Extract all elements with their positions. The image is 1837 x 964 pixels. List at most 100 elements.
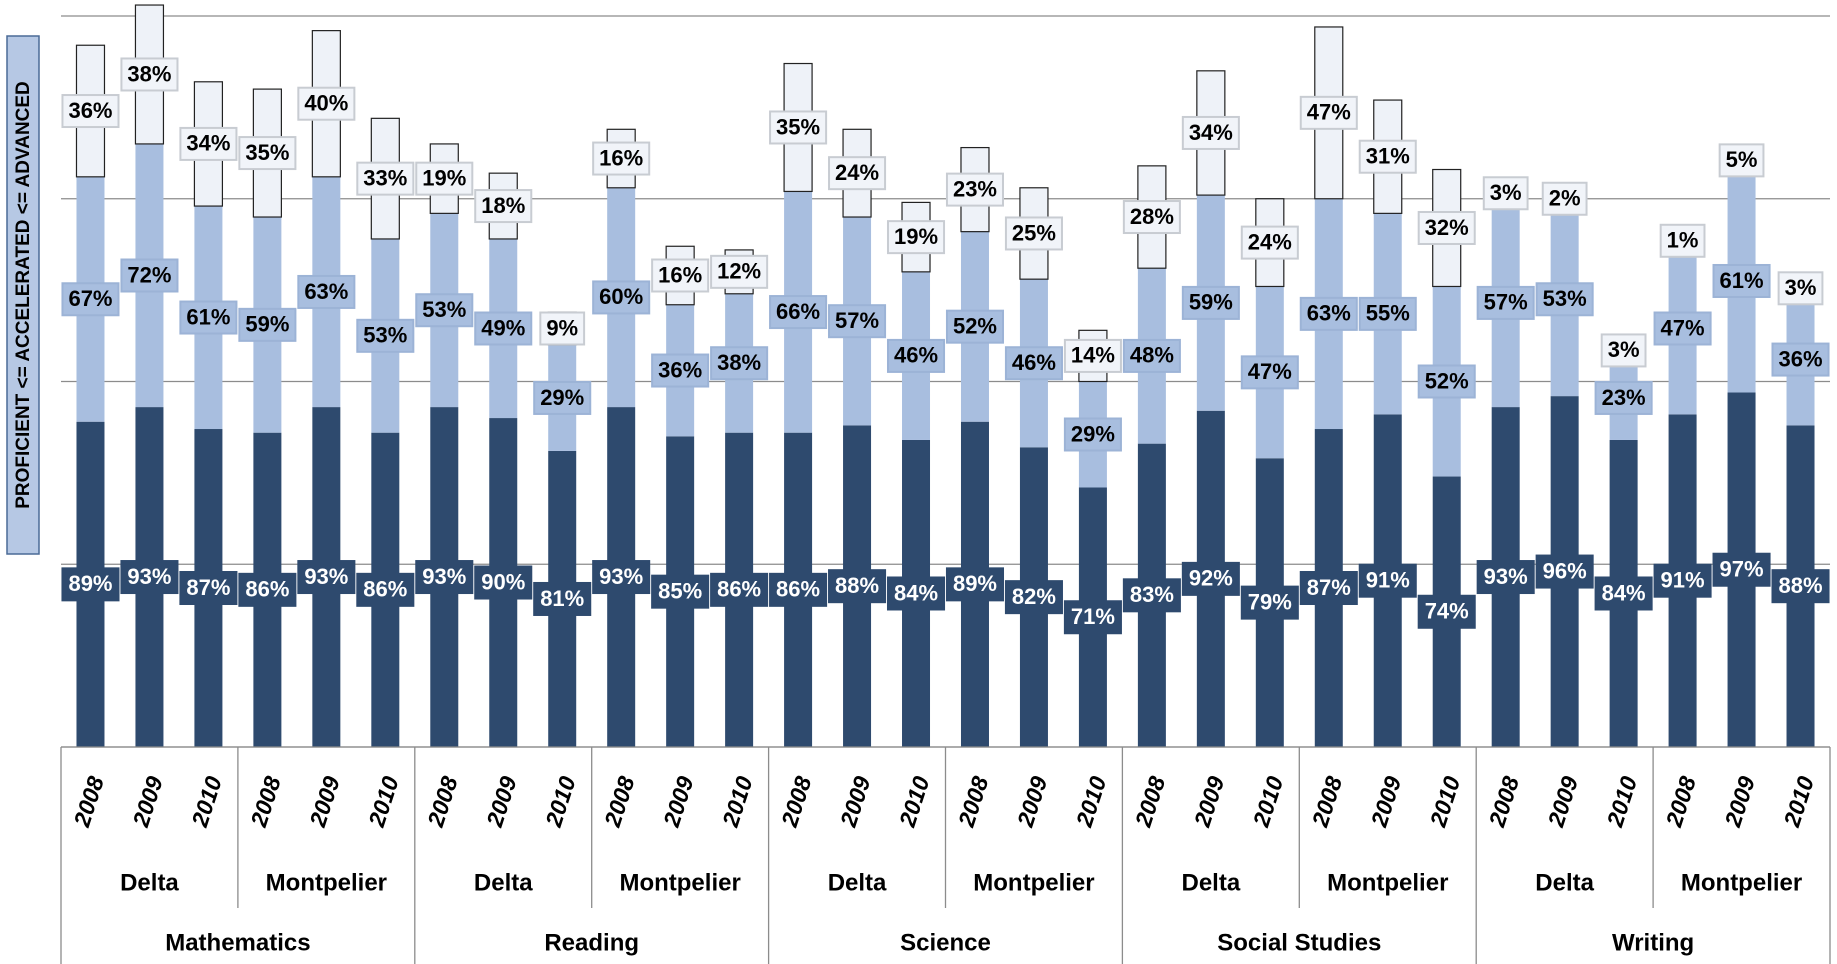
value-label-box [1299, 571, 1358, 606]
school-label: Delta [1535, 869, 1594, 896]
value-label: 35% [776, 114, 820, 139]
value-label: 33% [363, 165, 407, 190]
value-label: 63% [304, 279, 348, 304]
value-label: 84% [894, 580, 938, 605]
value-label-box [1240, 225, 1299, 260]
value-label-box [1004, 580, 1063, 615]
value-label-box [945, 309, 1005, 344]
value-label: 86% [363, 577, 407, 602]
value-label-box [1771, 569, 1830, 604]
value-label-box [1181, 561, 1240, 596]
value-label: 59% [245, 312, 289, 337]
value-label-box [592, 280, 651, 315]
value-label: 53% [363, 323, 407, 348]
x-tick-label: 2009 [1365, 773, 1406, 831]
value-label: 89% [953, 571, 997, 596]
value-label: 87% [1307, 575, 1351, 600]
value-label: 2% [1549, 186, 1581, 211]
value-label: 24% [835, 160, 879, 185]
value-label: 55% [1366, 301, 1410, 326]
value-label-box [710, 346, 769, 381]
value-label: 93% [127, 564, 171, 589]
value-label-box [1777, 271, 1824, 306]
x-tick-label: 2009 [658, 773, 699, 831]
value-label-box [1299, 296, 1358, 331]
value-label: 18% [481, 193, 525, 218]
value-label: 61% [186, 304, 230, 329]
value-label: 61% [1720, 268, 1764, 293]
value-label-box [886, 338, 946, 373]
value-label-box [592, 141, 651, 176]
value-label-box [769, 295, 828, 330]
value-label: 71% [1071, 604, 1115, 629]
x-tick-label: 2010 [717, 773, 758, 831]
value-label-box [1063, 338, 1122, 373]
value-label-box [1358, 563, 1417, 598]
x-tick-label: 2009 [1719, 773, 1760, 831]
value-label-box [886, 220, 946, 255]
value-label-box [61, 282, 120, 317]
value-label-box [179, 571, 238, 606]
value-label: 79% [1248, 589, 1292, 614]
x-tick-label: 2009 [1188, 773, 1229, 831]
subject-label: Mathematics [165, 929, 310, 956]
x-tick-label: 2008 [1483, 773, 1524, 831]
value-label: 93% [599, 564, 643, 589]
value-label: 59% [1189, 290, 1233, 315]
subject-label: Writing [1612, 929, 1694, 956]
value-label: 16% [599, 145, 643, 170]
value-label-box [769, 110, 828, 145]
value-label-box [297, 560, 356, 595]
x-tick-label: 2008 [1306, 773, 1347, 831]
value-label: 86% [717, 577, 761, 602]
value-label: 3% [1785, 275, 1817, 300]
value-label-box [415, 560, 474, 595]
value-label-box [1712, 263, 1771, 298]
value-label-box [238, 136, 297, 171]
value-label-box [1771, 342, 1830, 377]
value-label: 3% [1490, 180, 1522, 205]
school-label: Montpelier [973, 869, 1094, 896]
value-label-box [1659, 223, 1706, 258]
value-label: 16% [658, 262, 702, 287]
school-label: Delta [120, 869, 179, 896]
value-label-box [710, 572, 769, 607]
school-label: Delta [1182, 869, 1241, 896]
value-label-box [1417, 210, 1476, 245]
value-label: 47% [1248, 359, 1292, 384]
subject-label: Reading [544, 929, 639, 956]
value-label-box [120, 258, 179, 293]
value-label-box [1535, 554, 1594, 589]
x-tick-label: 2008 [776, 773, 817, 831]
value-label: 53% [422, 297, 466, 322]
value-label-box [1417, 364, 1476, 399]
value-label: 19% [422, 165, 466, 190]
value-label: 36% [658, 357, 702, 382]
x-tick-label: 2008 [599, 773, 640, 831]
value-label: 87% [186, 575, 230, 600]
value-label-box [297, 274, 356, 309]
y-label-box [6, 35, 40, 555]
x-tick-label: 2010 [363, 773, 404, 831]
value-label: 91% [1366, 568, 1410, 593]
value-label: 49% [481, 315, 525, 340]
value-label: 31% [1366, 144, 1410, 169]
x-tick-label: 2010 [1778, 773, 1819, 831]
school-label: Montpelier [266, 869, 387, 896]
x-tick-label: 2009 [127, 773, 168, 831]
value-label-box [945, 172, 1005, 207]
value-label-box [356, 318, 415, 353]
value-label: 46% [1012, 350, 1056, 375]
value-label-box [886, 576, 946, 611]
value-label: 66% [776, 299, 820, 324]
value-label-box [769, 572, 828, 607]
value-label-box [1482, 176, 1529, 211]
value-label: 36% [1778, 346, 1822, 371]
value-label-box [61, 567, 120, 602]
value-label: 46% [894, 343, 938, 368]
value-label-box [651, 574, 710, 609]
value-label: 53% [1543, 286, 1587, 311]
value-label: 86% [776, 577, 820, 602]
value-label: 81% [540, 586, 584, 611]
value-label-box [710, 254, 769, 289]
